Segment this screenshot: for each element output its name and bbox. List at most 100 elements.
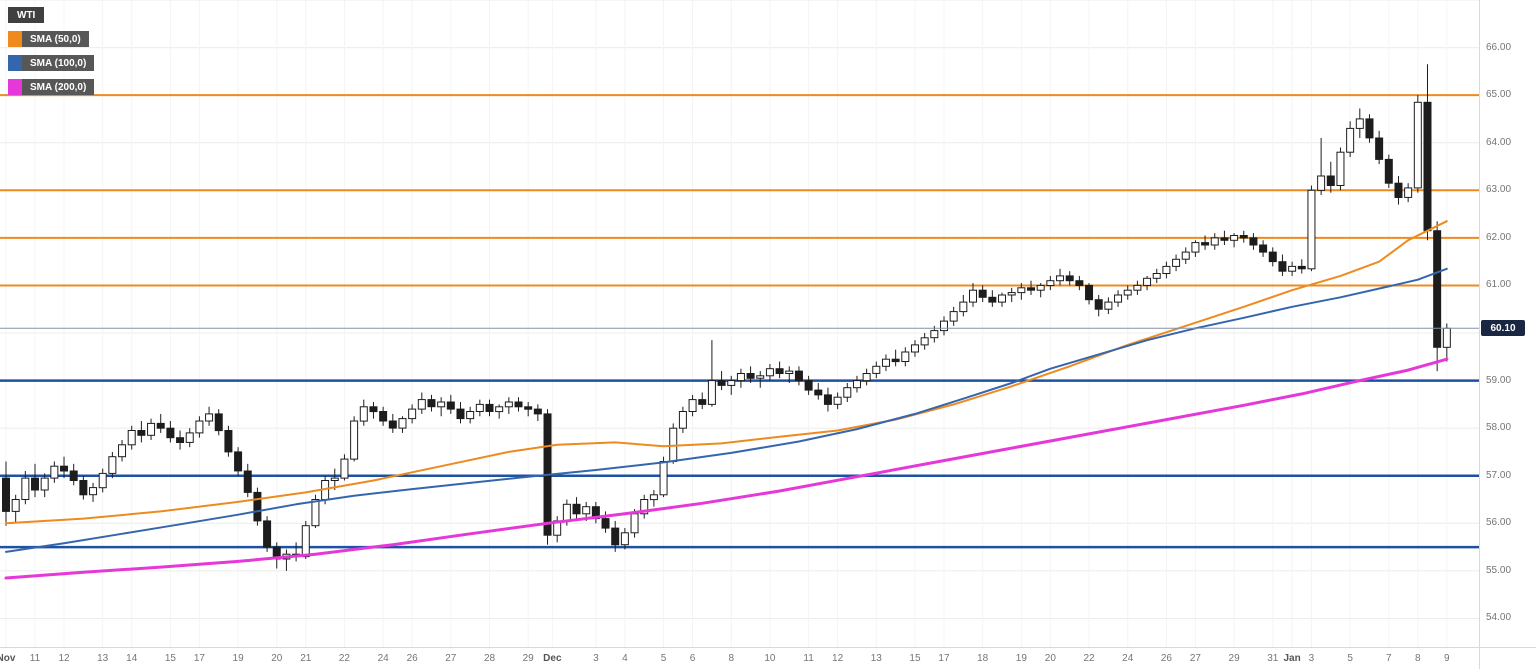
- price-axis-label: 58.00: [1486, 422, 1512, 434]
- time-axis-label: 15: [164, 653, 176, 664]
- time-axis-label: 24: [377, 653, 389, 664]
- candle-down: [804, 380, 813, 391]
- price-axis-label: 55.00: [1486, 564, 1512, 576]
- price-axis-label: 65.00: [1486, 89, 1512, 101]
- time-axis-label: 10: [764, 653, 776, 664]
- candle-down: [1249, 237, 1258, 246]
- price-axis-label: 61.00: [1486, 279, 1512, 291]
- candle-up: [785, 370, 794, 375]
- candle-up: [833, 396, 842, 405]
- horizontal-levels-layer: [0, 94, 1479, 549]
- time-axis-label: 13: [97, 653, 109, 664]
- time-axis-label: 15: [909, 653, 921, 664]
- candle-up: [408, 408, 417, 420]
- candle-up: [920, 337, 929, 346]
- candle-up: [185, 432, 194, 443]
- legend-item-sma100[interactable]: SMA (100,0): [8, 55, 95, 71]
- time-axis-label: 24: [1122, 653, 1134, 664]
- candle-up: [417, 399, 426, 410]
- candle-up: [949, 311, 958, 322]
- time-axis[interactable]: Nov 11 12 13 14 15 17 19 20 21 22 24 26 27 28 29 Dec 3 4 5 6…: [0, 647, 1479, 669]
- candle-down: [214, 413, 223, 432]
- legend: WTI SMA (50,0) SMA (100,0) SMA (200,0): [8, 7, 95, 95]
- time-axis-label: 19: [232, 653, 244, 664]
- time-axis-label: 3: [1308, 653, 1315, 664]
- candle-up: [1317, 175, 1326, 191]
- candle-down: [263, 520, 272, 548]
- time-axis-label: 17: [193, 653, 205, 664]
- candle-up: [659, 461, 668, 496]
- candle-up: [939, 320, 948, 332]
- candle-down: [1326, 175, 1335, 186]
- sma50-line: [5, 220, 1448, 525]
- candle-up: [1210, 237, 1219, 246]
- candle-up: [98, 472, 107, 489]
- price-axis-label: 54.00: [1486, 612, 1512, 624]
- time-axis-label: 12: [832, 653, 844, 664]
- candle-up: [620, 532, 629, 546]
- candle-down: [1075, 280, 1084, 287]
- candle-down: [1375, 137, 1384, 160]
- price-axis-label: 57.00: [1486, 469, 1512, 481]
- time-axis-label: Nov: [0, 653, 16, 664]
- time-axis-label: 14: [126, 653, 138, 664]
- sma100-color-swatch: [8, 55, 22, 71]
- candle-down: [794, 370, 803, 382]
- candle-down: [1220, 237, 1229, 241]
- candle-down: [234, 451, 243, 472]
- candle-down: [1384, 158, 1393, 184]
- time-axis-label: 4: [622, 653, 628, 664]
- candle-down: [1085, 284, 1094, 301]
- candle-down: [1365, 118, 1374, 139]
- candle-up: [862, 373, 871, 382]
- candle-up: [1404, 187, 1413, 198]
- time-axis-label: 7: [1386, 653, 1392, 664]
- candle-down: [31, 477, 40, 491]
- candle-down: [176, 437, 185, 444]
- candle-down: [60, 465, 69, 472]
- candle-down: [814, 389, 823, 396]
- candle-up: [1442, 327, 1451, 348]
- candle-up: [930, 330, 939, 339]
- time-axis-label: 18: [977, 653, 989, 664]
- candle-up: [475, 403, 484, 412]
- time-axis-label: 11: [803, 653, 814, 664]
- candle-down: [369, 406, 378, 413]
- candle-down: [572, 503, 581, 515]
- symbol-badge[interactable]: WTI: [8, 7, 45, 23]
- last-price-badge: 60.10: [1481, 320, 1525, 337]
- price-chart[interactable]: [0, 0, 1479, 647]
- sma200-line: [4, 357, 1449, 580]
- time-axis-label: Dec: [543, 653, 562, 664]
- candle-up: [1172, 258, 1181, 267]
- legend-item-sma200[interactable]: SMA (200,0): [8, 79, 95, 95]
- candle-up: [1162, 265, 1171, 274]
- time-axis-label: 13: [870, 653, 882, 664]
- legend-item-sma50[interactable]: SMA (50,0): [8, 31, 89, 47]
- sma50-color-swatch: [8, 31, 22, 47]
- candle-up: [1036, 284, 1045, 291]
- time-axis-label: 27: [1189, 653, 1201, 664]
- candle-down: [891, 358, 900, 363]
- candle-up: [504, 401, 513, 408]
- time-axis-label: 8: [1415, 653, 1421, 664]
- candle-down: [1278, 261, 1287, 272]
- candle-up: [1152, 273, 1161, 279]
- time-axis-label: 21: [300, 653, 312, 664]
- candle-up: [959, 301, 968, 313]
- candle-down: [243, 470, 252, 493]
- price-axis[interactable]: 60.10 66.00 65.00 64.00 63.00 62.00 61.00 59.0…: [1479, 0, 1536, 647]
- candle-up: [1191, 242, 1200, 253]
- candle-up: [398, 418, 407, 429]
- time-axis-label: 27: [445, 653, 457, 664]
- chart-plot-area[interactable]: [0, 0, 1479, 647]
- candle-down: [485, 403, 494, 412]
- candle-up: [969, 289, 977, 303]
- candle-up: [707, 380, 716, 405]
- candle-down: [456, 408, 465, 420]
- candle-down: [1423, 101, 1432, 232]
- time-axis-label: 26: [406, 653, 418, 664]
- candle-down: [1201, 242, 1210, 246]
- price-axis-label: 59.00: [1486, 374, 1512, 386]
- candle-up: [50, 465, 59, 479]
